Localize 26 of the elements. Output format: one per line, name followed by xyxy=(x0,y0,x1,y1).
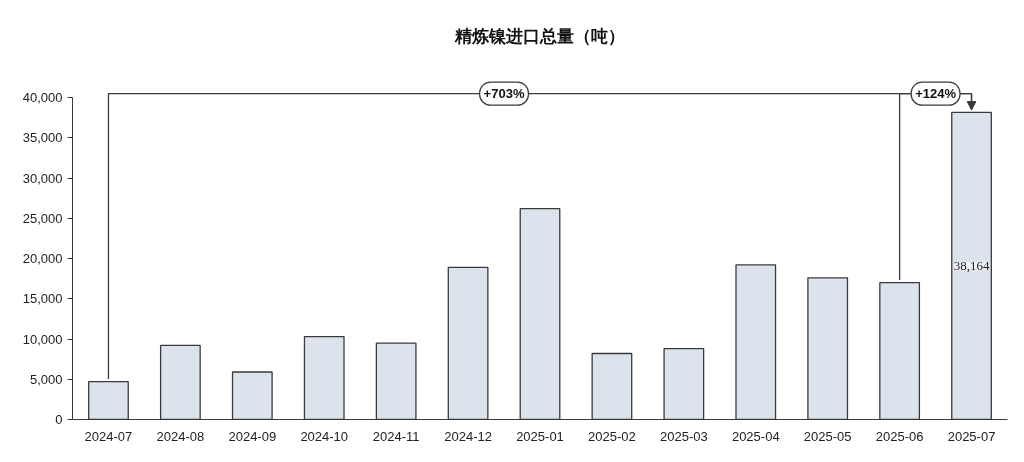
x-tick-label: 2024-09 xyxy=(228,428,277,444)
y-tick-label: 15,000 xyxy=(22,291,63,307)
x-tick-label: 2024-08 xyxy=(156,428,205,444)
x-tick-label: 2025-07 xyxy=(947,428,996,444)
x-tick-label: 2025-01 xyxy=(516,428,564,444)
x-tick-label: 2025-04 xyxy=(731,428,780,444)
chart-title: 精炼镍进口总量（吨） xyxy=(454,25,625,46)
x-tick-label: 2025-02 xyxy=(588,428,636,444)
y-tick-label: 0 xyxy=(55,412,63,427)
x-tick-label: 2024-11 xyxy=(372,428,420,444)
x-tick-label: 2024-10 xyxy=(300,428,349,444)
x-tick-label: 2024-12 xyxy=(444,428,492,444)
x-tick-label: 2024-07 xyxy=(84,428,133,444)
x-tick-label: 2025-03 xyxy=(659,428,708,444)
data-label: 38,164 xyxy=(953,257,990,273)
y-tick-label: 5,000 xyxy=(29,371,63,387)
y-tick-label: 10,000 xyxy=(22,331,63,347)
y-tick-label: 30,000 xyxy=(22,170,63,186)
annotation: +703% xyxy=(483,86,525,102)
y-tick-label: 35,000 xyxy=(22,130,63,146)
annotation: +124% xyxy=(915,86,957,102)
y-tick-label: 40,000 xyxy=(22,90,63,106)
x-tick-label: 2025-06 xyxy=(875,428,924,444)
x-tick-label: 2025-05 xyxy=(803,428,852,444)
y-tick-label: 20,000 xyxy=(22,251,63,267)
y-tick-label: 25,000 xyxy=(22,210,63,226)
